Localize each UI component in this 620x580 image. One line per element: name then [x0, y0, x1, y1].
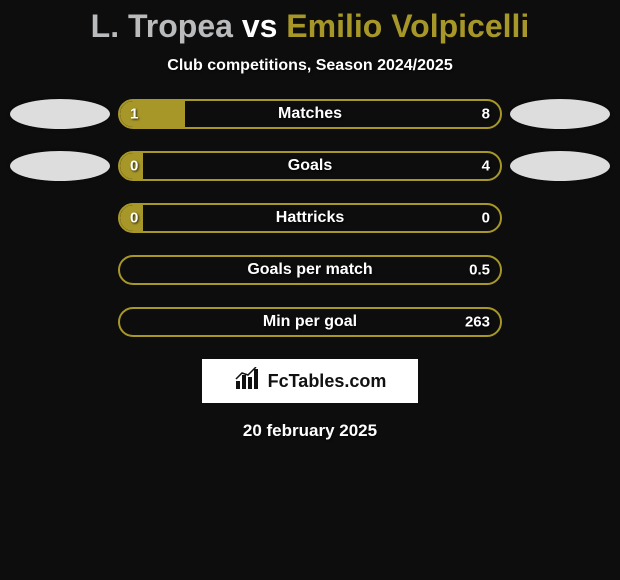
- vs-text: vs: [242, 8, 278, 44]
- stat-row: Goals per match 0.5: [10, 255, 610, 285]
- stat-left-value: 0: [130, 210, 138, 227]
- stat-bar: 0 Hattricks 0: [118, 203, 502, 233]
- comparison-chart: 1 Matches 8 0 Goals 4 0 Hattricks 0 Goals per mat…: [0, 99, 620, 337]
- stat-bar: 0 Goals 4: [118, 151, 502, 181]
- player2-name: Emilio Volpicelli: [286, 8, 529, 44]
- stat-label: Goals per match: [247, 261, 372, 279]
- date-text: 20 february 2025: [0, 421, 620, 441]
- stat-left-value: 0: [130, 158, 138, 175]
- logo-text: FcTables.com: [268, 371, 387, 392]
- stat-row: 1 Matches 8: [10, 99, 610, 129]
- stat-label: Goals: [288, 157, 332, 175]
- stat-bar: Min per goal 263: [118, 307, 502, 337]
- comparison-title: L. Tropea vs Emilio Volpicelli: [0, 0, 620, 45]
- player2-club-ellipse: [510, 99, 610, 129]
- bar-chart-icon: [234, 367, 262, 396]
- stat-bar: Goals per match 0.5: [118, 255, 502, 285]
- stat-right-value: 0.5: [469, 262, 490, 279]
- stat-right-value: 4: [482, 158, 490, 175]
- stat-right-value: 0: [482, 210, 490, 227]
- stat-right-value: 8: [482, 106, 490, 123]
- stat-row: 0 Hattricks 0: [10, 203, 610, 233]
- player2-club-ellipse: [510, 151, 610, 181]
- subtitle: Club competitions, Season 2024/2025: [0, 57, 620, 75]
- stat-row: Min per goal 263: [10, 307, 610, 337]
- stat-row: 0 Goals 4: [10, 151, 610, 181]
- stat-label: Matches: [278, 105, 342, 123]
- stat-left-value: 1: [130, 106, 138, 123]
- stat-bar: 1 Matches 8: [118, 99, 502, 129]
- stat-label: Min per goal: [263, 313, 357, 331]
- player1-name: L. Tropea: [91, 8, 233, 44]
- logo[interactable]: FcTables.com: [202, 359, 418, 403]
- stat-right-value: 263: [465, 314, 490, 331]
- player1-club-ellipse: [10, 151, 110, 181]
- player1-club-ellipse: [10, 99, 110, 129]
- stat-label: Hattricks: [276, 209, 344, 227]
